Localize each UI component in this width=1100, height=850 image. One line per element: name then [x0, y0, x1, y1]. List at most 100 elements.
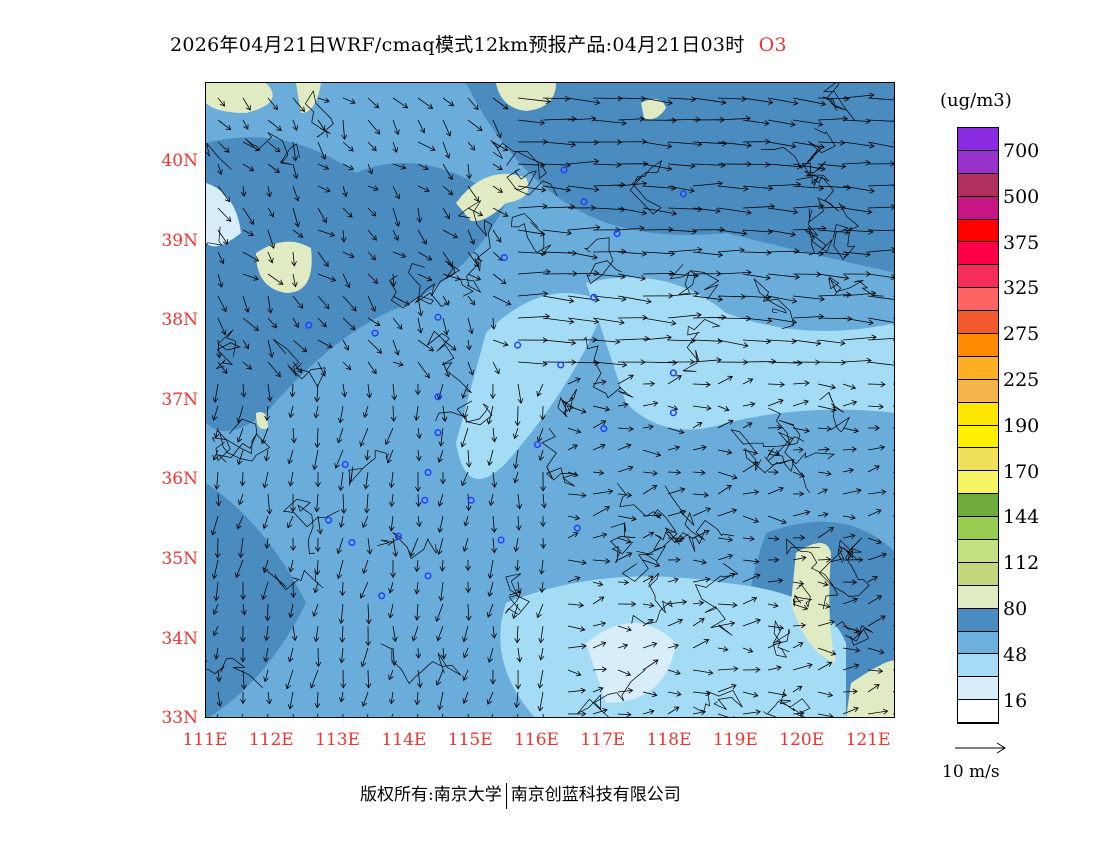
wind-arrow [717, 572, 736, 583]
wind-arrow [367, 141, 377, 152]
colorbar-swatch [958, 494, 998, 518]
wind-arrow [817, 619, 835, 627]
wind-arrow [642, 602, 655, 609]
wind-arrow [513, 471, 519, 484]
wind-arrow [436, 537, 444, 556]
wind-arrow [567, 359, 600, 366]
wind-arrow [292, 119, 299, 131]
wind-arrow [517, 383, 524, 404]
wind-arrow [817, 163, 847, 170]
wind-arrow [262, 471, 269, 489]
colorbar-swatch [958, 585, 998, 609]
colorbar-swatch [958, 334, 998, 357]
wind-arrow [392, 163, 407, 170]
wind-arrow [592, 379, 607, 386]
colorbar-label: 144 [1003, 506, 1040, 529]
wind-arrow [667, 535, 685, 542]
wind-arrow [592, 405, 611, 412]
wind-arrow [842, 290, 877, 297]
wind-arrow [617, 625, 632, 632]
lon-label: 118E [646, 730, 692, 750]
wind-arrow [667, 116, 701, 123]
wind-arrow [867, 647, 885, 655]
wind-arrow [492, 119, 502, 139]
wind-arrow [667, 487, 686, 495]
colorbar-label: 500 [1003, 185, 1040, 208]
wind-arrow [492, 185, 504, 193]
wind-arrow [264, 603, 271, 622]
wind-arrow [542, 95, 571, 102]
wind-arrow [241, 713, 244, 717]
wind-arrow [817, 383, 837, 390]
wind-arrow [742, 596, 758, 605]
wind-arrow [567, 405, 587, 414]
wind-arrow [667, 375, 682, 385]
wind-arrow [314, 691, 321, 709]
wind-arrow [542, 713, 544, 717]
wind-arrow [263, 625, 270, 642]
wind-arrow [642, 97, 673, 106]
wind-arrow [292, 361, 303, 374]
wind-arrow [742, 558, 760, 565]
wind-arrow [592, 361, 628, 368]
wind-arrow [435, 669, 444, 686]
wind-arrow [842, 118, 871, 125]
wind-arrow [267, 251, 274, 264]
wind-arrow [567, 602, 585, 608]
wind-arrow [362, 405, 369, 418]
wind-arrow [388, 471, 395, 489]
wind-arrow [261, 581, 269, 601]
wind-arrow [317, 273, 337, 282]
wind-arrow [792, 710, 805, 717]
wind-arrow [867, 444, 886, 451]
wind-arrow [717, 646, 729, 652]
wind-arrow [288, 471, 294, 487]
wind-arrow [592, 162, 622, 168]
wind-arrow [567, 492, 587, 499]
wind-arrow [441, 405, 448, 423]
wind-arrow [417, 713, 419, 717]
wind-arrow [242, 97, 251, 111]
wind-arrow [242, 229, 254, 237]
wind-arrow [442, 207, 450, 220]
wind-arrow [767, 602, 779, 609]
wind-arrow [817, 556, 832, 563]
wind-arrow [817, 527, 834, 539]
wind-arrow [517, 268, 551, 275]
wind-arrow [867, 184, 894, 187]
wind-arrow [767, 577, 784, 584]
colorbar-label: 112 [1003, 552, 1040, 575]
wind-arrow [717, 665, 739, 672]
wind-arrow [491, 427, 498, 443]
wind-arrow [538, 449, 545, 462]
wind-arrow [792, 509, 811, 517]
wind-arrow [867, 615, 886, 627]
wind-arrow [289, 383, 296, 398]
wind-arrow [767, 556, 780, 563]
wind-arrow [842, 467, 855, 474]
wind-arrow [315, 472, 321, 488]
wind-arrow [617, 138, 648, 145]
station-marker [378, 592, 386, 600]
colorbar [957, 127, 999, 725]
wind-arrow [542, 162, 571, 168]
wind-arrow [642, 207, 678, 217]
wind-arrow [842, 159, 871, 166]
wind-arrow [567, 669, 582, 677]
wind-arrow [341, 383, 348, 398]
wind-arrow [367, 251, 377, 261]
lon-label: 114E [381, 730, 427, 750]
wind-arrow [366, 537, 373, 555]
wind-arrow [542, 229, 573, 236]
wind-arrow [817, 204, 846, 211]
wind-arrow [417, 229, 427, 245]
wind-arrow [437, 691, 444, 711]
colorbar-label: 225 [1003, 369, 1040, 391]
wind-arrow [767, 515, 787, 525]
wind-arrow [867, 595, 883, 605]
station-marker [679, 190, 687, 198]
wind-arrow [292, 141, 298, 162]
wind-arrow [567, 559, 587, 566]
wind-arrow [242, 207, 255, 225]
wind-arrow [742, 338, 772, 345]
